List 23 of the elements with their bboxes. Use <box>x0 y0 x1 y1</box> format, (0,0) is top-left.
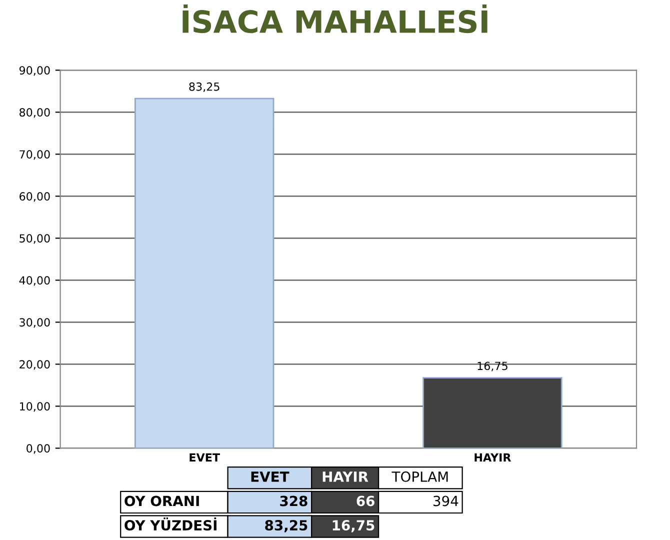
data-label: 83,25 <box>189 82 220 92</box>
text: TOPLAM <box>392 471 448 482</box>
text: OY YÜZDESİ <box>124 517 216 531</box>
text: 394 <box>434 496 458 506</box>
text: HAYIR <box>322 472 368 482</box>
y-tick-label: 70,00 <box>20 150 50 160</box>
text: 328 <box>280 496 308 506</box>
text: 66 <box>356 496 374 506</box>
y-tick-label: 20,00 <box>20 360 50 370</box>
y-tick-label: 0,00 <box>26 444 50 454</box>
data-label: 16,75 <box>478 362 508 372</box>
y-tick-label: 10,00 <box>20 402 50 412</box>
text: OY ORANI <box>124 496 199 506</box>
text: 16,75 <box>332 520 374 532</box>
y-tick-label: 60,00 <box>20 192 50 202</box>
y-tick-label: 90,00 <box>19 66 50 76</box>
y-tick-label: 30,00 <box>20 318 50 328</box>
text: 83,25 <box>265 520 308 532</box>
text: EVET <box>251 472 290 482</box>
y-tick-label: 80,00 <box>20 108 50 118</box>
y-tick-label: 40,00 <box>19 276 50 286</box>
chart-title: İSACA MAHALLESİ <box>182 4 488 34</box>
y-tick-label: 50,00 <box>20 234 50 244</box>
